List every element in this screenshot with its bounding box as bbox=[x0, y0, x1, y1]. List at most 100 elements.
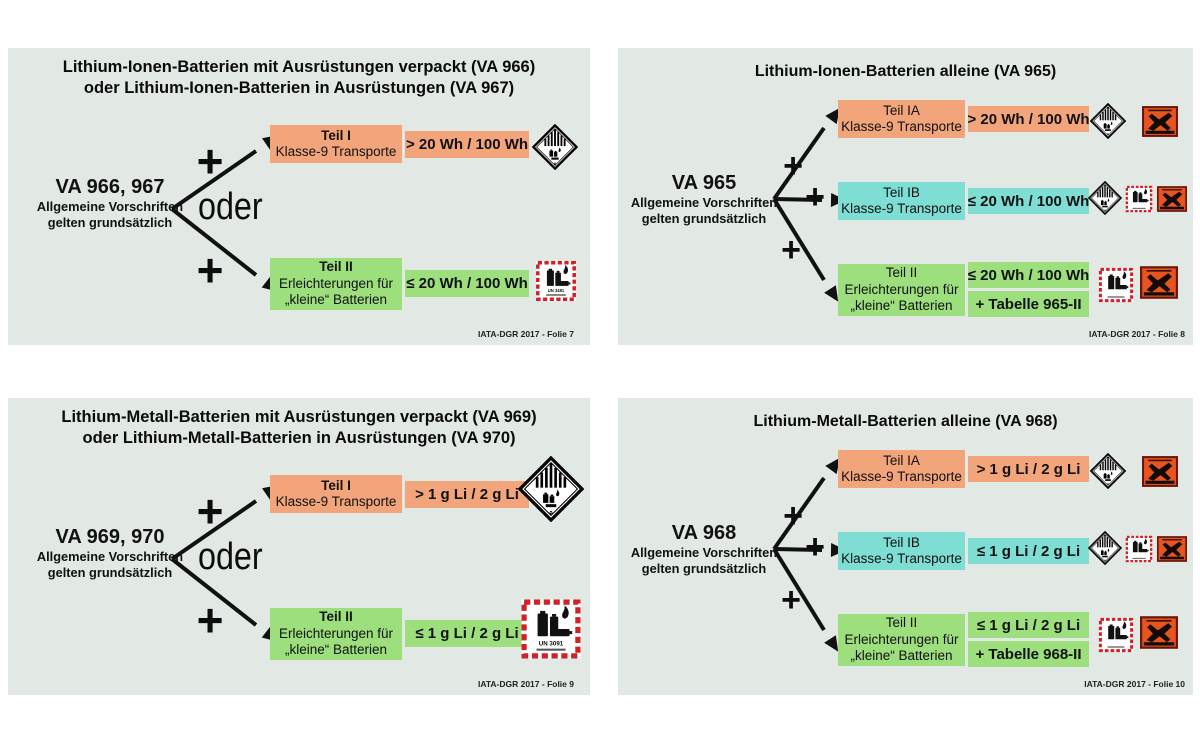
branch-value-teil-1: > 20 Wh / 100 Wh bbox=[405, 131, 529, 158]
plus-sign: + bbox=[783, 497, 803, 535]
source-node: VA 966, 967 Allgemeine Vorschriften gelt… bbox=[10, 176, 210, 230]
branch-value-teil-2: ≤ 20 Wh / 100 Wh bbox=[405, 270, 529, 297]
branch-box-teil-1b: Teil IB Klasse-9 Transporte bbox=[838, 182, 965, 220]
branch-box-teil-1a: Teil IA Klasse-9 Transporte bbox=[838, 100, 965, 138]
lithium-battery-mark-icon bbox=[1125, 535, 1153, 563]
source-name: VA 968 bbox=[671, 522, 737, 544]
panel-title-line1: Lithium-Ionen-Batterien mit Ausrüstungen… bbox=[62, 58, 536, 76]
branch-name: Teil IB bbox=[883, 534, 920, 550]
branch-desc: „kleine“ Batterien bbox=[850, 298, 953, 314]
slide-footer: IATA-DGR 2017 - Folie 10 bbox=[1084, 679, 1185, 689]
panel-title: Lithium-Ionen-Batterien alleine (VA 965) bbox=[754, 63, 1057, 80]
branch-box-teil-1b: Teil IB Klasse-9 Transporte bbox=[838, 532, 965, 570]
source-node: VA 968 Allgemeine Vorschriften gelten gr… bbox=[618, 522, 790, 576]
branch-desc: Erleichterungen für bbox=[278, 275, 394, 291]
slide-footer: IATA-DGR 2017 - Folie 8 bbox=[1088, 329, 1185, 339]
source-name: VA 965 bbox=[671, 172, 737, 194]
branch-desc: „kleine“ Batterien bbox=[850, 648, 953, 664]
source-subtitle-line2: gelten grundsätzlich bbox=[641, 210, 767, 226]
lithium-battery-mark-icon bbox=[1125, 185, 1153, 213]
branch-box-teil-1: Teil I Klasse-9 Transporte bbox=[270, 475, 402, 513]
branch-desc: Klasse-9 Transporte bbox=[275, 144, 397, 159]
svg-text:UN 3091: UN 3091 bbox=[539, 641, 564, 648]
branch-arrows bbox=[772, 107, 846, 302]
plus-sign: + bbox=[196, 594, 224, 646]
branch-desc: Klasse-9 Transporte bbox=[841, 551, 962, 566]
branch-desc: „kleine“ Batterien bbox=[284, 642, 388, 658]
panel-va966-967: Lithium-Ionen-Batterien mit Ausrüstungen… bbox=[8, 48, 590, 345]
slide-footer: IATA-DGR 2017 - Folie 7 bbox=[477, 329, 574, 339]
branch-name: Teil IA bbox=[883, 102, 920, 118]
plus-sign: + bbox=[196, 485, 224, 537]
branch-name: Teil II bbox=[319, 259, 353, 275]
branch-name: Teil I bbox=[321, 477, 351, 493]
branch-name: Teil II bbox=[319, 609, 353, 625]
lithium-battery-mark-icon bbox=[1098, 267, 1134, 303]
source-subtitle-line1: Allgemeine Vorschriften bbox=[630, 545, 778, 560]
source-subtitle-line2: gelten grundsätzlich bbox=[47, 214, 173, 230]
branch-value-teil-1b: ≤ 1 g Li / 2 g Li bbox=[968, 538, 1089, 564]
cargo-aircraft-only-label-icon bbox=[1157, 536, 1187, 562]
panel-title: Lithium-Ionen-Batterien mit Ausrüstungen… bbox=[8, 57, 590, 99]
cargo-aircraft-only-label-icon bbox=[1140, 266, 1178, 299]
class9-hazard-label-icon bbox=[532, 124, 578, 170]
lithium-battery-mark-icon: UN 3091 bbox=[520, 598, 582, 660]
source-subtitle-line2: gelten grundsätzlich bbox=[641, 560, 767, 576]
panel-va968: Lithium-Metall-Batterien alleine (VA 968… bbox=[618, 398, 1193, 695]
branch-box-teil-2: Teil II Erleichterungen für „kleine“ Bat… bbox=[838, 614, 965, 666]
cargo-aircraft-only-label-icon bbox=[1157, 186, 1187, 212]
lithium-battery-mark-icon: UN 3481 bbox=[535, 260, 577, 302]
svg-text:UN 3481: UN 3481 bbox=[548, 288, 565, 293]
lithium-battery-mark-icon bbox=[1098, 617, 1134, 653]
branch-name: Teil I bbox=[321, 127, 351, 143]
or-connector-label: oder bbox=[198, 186, 263, 228]
plus-sign: + bbox=[781, 581, 801, 619]
branch-desc: „kleine“ Batterien bbox=[284, 292, 388, 308]
or-connector-label: oder bbox=[198, 536, 263, 578]
cargo-aircraft-only-label-icon bbox=[1140, 616, 1178, 649]
plus-sign: + bbox=[805, 528, 825, 566]
panel-title: Lithium-Metall-Batterien mit Ausrüstunge… bbox=[8, 407, 590, 449]
plus-sign: + bbox=[196, 244, 224, 296]
class9-hazard-label-icon bbox=[518, 456, 584, 522]
source-name: VA 969, 970 bbox=[55, 526, 165, 548]
source-subtitle-line1: Allgemeine Vorschriften bbox=[36, 199, 184, 214]
panel-va969-970: Lithium-Metall-Batterien mit Ausrüstunge… bbox=[8, 398, 590, 695]
branch-box-teil-2: Teil II Erleichterungen für „kleine“ Bat… bbox=[270, 608, 402, 660]
source-subtitle-line1: Allgemeine Vorschriften bbox=[36, 549, 184, 564]
branch-box-teil-2: Teil II Erleichterungen für „kleine“ Bat… bbox=[838, 264, 965, 316]
branch-desc: Erleichterungen für bbox=[278, 625, 394, 641]
branch-value-teil-1: > 1 g Li / 2 g Li bbox=[405, 481, 529, 508]
branch-desc: Klasse-9 Transporte bbox=[275, 494, 397, 509]
branch-value-teil-2: ≤ 20 Wh / 100 Wh bbox=[968, 262, 1089, 288]
source-node: VA 965 Allgemeine Vorschriften gelten gr… bbox=[618, 172, 790, 226]
branch-desc: Erleichterungen für bbox=[844, 281, 959, 297]
branch-value-teil-1a: > 1 g Li / 2 g Li bbox=[968, 456, 1089, 482]
branch-desc: Klasse-9 Transporte bbox=[841, 201, 962, 216]
panel-title-line2: oder Lithium-Metall-Batterien in Ausrüst… bbox=[82, 429, 516, 447]
branch-desc: Klasse-9 Transporte bbox=[841, 119, 962, 134]
branch-name: Teil IA bbox=[883, 452, 920, 468]
class9-hazard-label-icon bbox=[1088, 531, 1122, 565]
branch-name: Teil IB bbox=[883, 184, 920, 200]
cargo-aircraft-only-label-icon bbox=[1142, 106, 1178, 137]
cargo-aircraft-only-label-icon bbox=[1142, 456, 1178, 487]
plus-sign: + bbox=[783, 147, 803, 185]
branch-desc: Klasse-9 Transporte bbox=[841, 469, 962, 484]
panel-title-line2: oder Lithium-Ionen-Batterien in Ausrüstu… bbox=[83, 79, 515, 97]
source-node: VA 969, 970 Allgemeine Vorschriften gelt… bbox=[10, 526, 210, 580]
branch-value-teil-1a: > 20 Wh / 100 Wh bbox=[967, 106, 1090, 132]
branch-value2-teil-2: + Tabelle 968-II bbox=[968, 641, 1089, 667]
branch-desc: Erleichterungen für bbox=[844, 631, 959, 647]
slide-footer: IATA-DGR 2017 - Folie 9 bbox=[477, 679, 574, 689]
branch-value-teil-2: ≤ 1 g Li / 2 g Li bbox=[968, 612, 1089, 638]
panel-title: Lithium-Metall-Batterien alleine (VA 968… bbox=[753, 413, 1058, 430]
branch-box-teil-1a: Teil IA Klasse-9 Transporte bbox=[838, 450, 965, 488]
branch-value-teil-2: ≤ 1 g Li / 2 g Li bbox=[405, 620, 529, 647]
class9-hazard-label-icon bbox=[1088, 181, 1122, 215]
plus-sign: + bbox=[805, 178, 825, 216]
plus-sign: + bbox=[196, 135, 224, 187]
branch-value2-teil-2: + Tabelle 965-II bbox=[968, 291, 1089, 317]
class9-hazard-label-icon bbox=[1090, 103, 1126, 139]
panel-title-line1: Lithium-Metall-Batterien mit Ausrüstunge… bbox=[61, 408, 537, 426]
